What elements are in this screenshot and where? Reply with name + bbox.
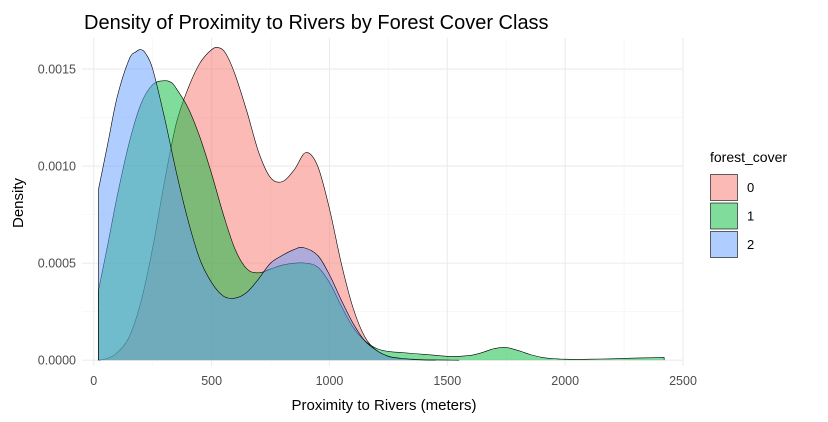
y-tick-label: 0.0005 (38, 257, 76, 271)
x-tick-label: 2500 (669, 374, 697, 388)
y-axis-ticks: 0.0000 0.0005 0.0010 0.0015 (38, 63, 76, 368)
x-tick-label: 0 (90, 374, 97, 388)
y-tick-label: 0.0000 (38, 354, 76, 368)
legend-swatch-1 (710, 202, 738, 230)
y-tick-label: 0.0010 (38, 160, 76, 174)
x-tick-label: 1000 (316, 374, 344, 388)
x-tick-label: 1500 (433, 374, 461, 388)
density-area-2 (98, 49, 460, 361)
legend-swatch-0 (710, 174, 738, 201)
legend: forest_cover 0 1 2 (710, 149, 787, 258)
chart-title: Density of Proximity to Rivers by Forest… (84, 12, 549, 34)
legend-label-2: 2 (747, 237, 754, 252)
legend-swatch-2 (710, 231, 738, 258)
legend-label-0: 0 (747, 180, 754, 195)
x-tick-label: 500 (201, 374, 222, 388)
x-tick-label: 2000 (551, 374, 579, 388)
legend-label-1: 1 (747, 209, 754, 224)
density-areas (98, 47, 665, 361)
y-axis-label: Density (10, 177, 27, 228)
density-outline-2 (98, 49, 460, 361)
legend-title: forest_cover (710, 149, 787, 165)
density-outline-1 (98, 80, 665, 361)
x-axis-label: Proximity to Rivers (meters) (291, 397, 476, 414)
x-axis-ticks: 0 500 1000 1500 2000 2500 (90, 374, 697, 388)
y-tick-label: 0.0015 (38, 63, 76, 77)
density-area-1 (98, 80, 665, 361)
